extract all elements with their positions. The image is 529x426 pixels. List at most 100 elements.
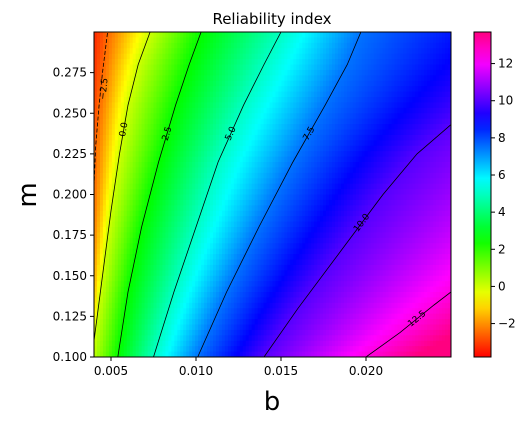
heatmap-cell <box>248 80 253 87</box>
heatmap-cell <box>305 210 309 217</box>
heatmap-cell <box>218 80 223 87</box>
heatmap-cell <box>397 189 402 196</box>
heatmap-cell <box>388 232 393 239</box>
heatmap-cell <box>204 134 208 141</box>
heatmap-cell <box>320 64 324 71</box>
heatmap-cell <box>382 167 387 174</box>
heatmap-cell <box>269 86 274 93</box>
heatmap-cell <box>400 151 405 158</box>
heatmap-cell <box>376 86 381 93</box>
heatmap-cell <box>337 151 342 158</box>
heatmap-cell <box>382 48 387 55</box>
heatmap-cell <box>242 221 247 228</box>
heatmap-cell <box>382 113 387 120</box>
heatmap-cell <box>213 32 217 39</box>
heatmap-cell <box>388 151 393 158</box>
heatmap-cell <box>245 227 250 234</box>
heatmap-cell <box>177 216 181 223</box>
heatmap-cell <box>409 53 413 60</box>
heatmap-cell <box>260 183 265 190</box>
heatmap-cell <box>421 227 425 234</box>
heatmap-cell <box>189 86 193 93</box>
heatmap-cell <box>281 97 286 104</box>
heatmap-cell <box>448 221 451 228</box>
heatmap-cell <box>445 237 449 244</box>
heatmap-cell <box>308 237 312 244</box>
heatmap-cell <box>129 140 134 147</box>
heatmap-cell <box>382 118 387 125</box>
heatmap-cell <box>236 167 241 174</box>
heatmap-cell <box>99 91 104 98</box>
heatmap-cell <box>117 194 122 201</box>
heatmap-cell <box>370 172 375 179</box>
heatmap-cell <box>418 167 422 174</box>
heatmap-cell <box>236 178 241 185</box>
heatmap-cell <box>132 32 137 39</box>
heatmap-cell <box>320 53 324 60</box>
heatmap-cell <box>144 151 149 158</box>
heatmap-cell <box>355 129 360 136</box>
heatmap-cell <box>394 140 399 147</box>
heatmap-cell <box>236 42 241 49</box>
heatmap-cell <box>189 32 193 39</box>
heatmap-cell <box>242 59 247 66</box>
heatmap-cell <box>117 107 122 114</box>
heatmap-cell <box>343 37 348 44</box>
heatmap-cell <box>284 37 288 44</box>
heatmap-cell <box>394 189 399 196</box>
heatmap-cell <box>269 183 274 190</box>
heatmap-cell <box>415 107 419 114</box>
heatmap-cell <box>317 86 321 93</box>
heatmap-cell <box>439 227 443 234</box>
heatmap-cell <box>421 134 425 141</box>
heatmap-cell <box>329 129 333 136</box>
heatmap-cell <box>334 167 339 174</box>
heatmap-cell <box>96 53 101 60</box>
heatmap-cell <box>320 221 324 228</box>
heatmap-cell <box>406 118 410 125</box>
heatmap-cell <box>290 199 294 206</box>
heatmap-cell <box>248 124 253 131</box>
heatmap-cell <box>382 183 387 190</box>
heatmap-cell <box>427 167 431 174</box>
heatmap-cell <box>186 254 190 261</box>
heatmap-cell <box>412 243 416 250</box>
heatmap-cell <box>391 167 396 174</box>
heatmap-cell <box>317 124 321 131</box>
heatmap-cell <box>153 254 158 261</box>
heatmap-cell <box>382 237 387 244</box>
heatmap-cell <box>352 210 357 217</box>
heatmap-cell <box>337 86 342 93</box>
heatmap-cell <box>340 156 345 163</box>
heatmap-cell <box>394 210 399 217</box>
heatmap-cell <box>180 64 184 71</box>
heatmap-cell <box>245 59 250 66</box>
heatmap-cell <box>391 221 396 228</box>
heatmap-cell <box>94 243 98 250</box>
heatmap-cell <box>308 140 312 147</box>
heatmap-cell <box>102 80 107 87</box>
heatmap-cell <box>346 248 351 255</box>
heatmap-cell <box>400 194 405 201</box>
heatmap-cell <box>239 59 244 66</box>
heatmap-cell <box>120 48 125 55</box>
heatmap-cell <box>239 199 244 206</box>
heatmap-cell <box>263 227 268 234</box>
heatmap-cell <box>227 97 232 104</box>
heatmap-cell <box>308 48 312 55</box>
heatmap-cell <box>332 243 336 250</box>
heatmap-cell <box>385 102 390 109</box>
heatmap-cell <box>153 156 158 163</box>
heatmap-cell <box>433 237 437 244</box>
heatmap-cell <box>207 59 211 66</box>
heatmap-cell <box>254 162 259 169</box>
heatmap-cell <box>108 232 113 239</box>
heatmap-cell <box>189 107 193 114</box>
heatmap-cell <box>224 107 229 114</box>
heatmap-cell <box>275 134 280 141</box>
heatmap-cell <box>382 37 387 44</box>
heatmap-cell <box>332 113 336 120</box>
heatmap-cell <box>334 53 339 60</box>
heatmap-cell <box>415 243 419 250</box>
heatmap-cell <box>147 48 152 55</box>
